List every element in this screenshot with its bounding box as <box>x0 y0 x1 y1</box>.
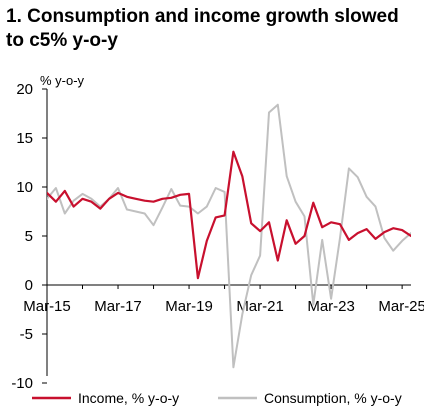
x-tick-label: Mar-15 <box>23 298 71 315</box>
y-tick-label: -5 <box>20 326 33 343</box>
x-tick-label: Mar-23 <box>307 298 355 315</box>
x-tick-label: Mar-21 <box>236 298 284 315</box>
series-lines <box>47 103 411 369</box>
y-tick-label: 5 <box>25 228 33 245</box>
chart-title: 1. Consumption and income growth slowed … <box>6 6 399 51</box>
legend: Income, % y-o-y Consumption, % y-o-y <box>32 390 402 406</box>
y-tick-label: -10 <box>11 375 33 392</box>
x-tick-label: Mar-25 <box>378 298 424 315</box>
x-tick-label: Mar-17 <box>94 298 142 315</box>
y-axis-unit-label: % y-o-y <box>40 73 85 88</box>
y-tick-label: 10 <box>16 179 33 196</box>
y-axis: 20 15 10 5 0 -5 -10 <box>11 81 48 392</box>
y-tick-label: 20 <box>16 81 33 98</box>
legend-income-label: Income, % y-o-y <box>78 390 179 406</box>
x-axis: Mar-15 Mar-17 Mar-19 Mar-21 Mar-23 Mar-25 <box>23 284 424 315</box>
x-tick-label: Mar-19 <box>165 298 213 315</box>
consumption-series-line <box>47 103 411 369</box>
legend-consumption-label: Consumption, % y-o-y <box>264 390 402 406</box>
y-tick-label: 0 <box>25 277 33 294</box>
y-tick-label: 15 <box>16 130 33 147</box>
income-series-line <box>47 150 411 280</box>
